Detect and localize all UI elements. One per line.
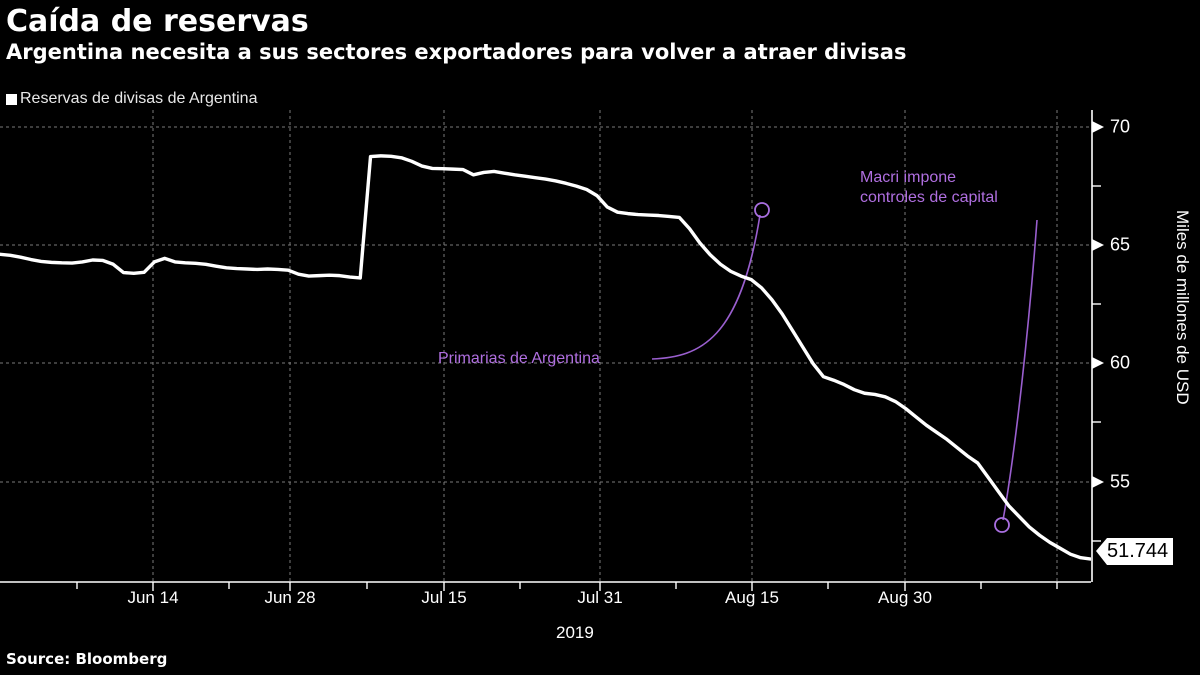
- legend-swatch-icon: [6, 93, 17, 105]
- legend-item-label: Reservas de divisas de Argentina: [20, 90, 258, 107]
- callout-value: 51.744: [1107, 538, 1174, 565]
- annotation-primarias-label: Primarias de Argentina: [438, 350, 600, 367]
- y-axis-title: Miles de millones de USD: [1173, 210, 1192, 405]
- page-subtitle: Argentina necesita a sus sectores export…: [6, 40, 907, 64]
- chart-header: Caída de reservas Argentina necesita a s…: [0, 0, 1200, 65]
- source-attribution: Source: Bloomberg: [6, 650, 168, 668]
- ytick-label-60: 60: [1110, 352, 1131, 373]
- ytick-label-70: 70: [1110, 116, 1131, 137]
- grid-vertical: [152, 110, 1058, 582]
- page-title: Caída de reservas: [6, 4, 309, 39]
- ytick-label-65: 65: [1110, 234, 1131, 255]
- xtick-label-1: Jun 28: [264, 588, 316, 607]
- xtick-label-3: Jul 31: [577, 588, 623, 607]
- xtick-label-5: Aug 30: [878, 588, 932, 607]
- annotation-macri-line2: controles de capital: [860, 189, 998, 206]
- annotation-connector-primarias: [651, 202, 770, 360]
- plot-area: Jun 14 Jun 28 Jul 15 Jul 31 Aug 15 Aug 3…: [0, 110, 1200, 607]
- xtick-label-4: Aug 15: [725, 588, 779, 607]
- grid-horizontal: [0, 126, 1091, 483]
- series-reservas-line: [0, 154, 1091, 561]
- annotation-connector-macri: [994, 219, 1038, 533]
- xtick-label-2: Jul 15: [421, 588, 467, 607]
- status-badge-final-value: 51.744: [1096, 538, 1174, 565]
- chart-canvas: [0, 110, 1104, 591]
- annotation-macri-label: Macri impone controles de capital: [860, 168, 998, 208]
- chart-legend: Reservas de divisas de Argentina: [6, 89, 257, 109]
- ytick-label-55: 55: [1110, 471, 1131, 492]
- callout-arrow-icon: [1096, 538, 1107, 565]
- x-axis-title: 2019: [556, 623, 594, 642]
- xtick-label-0: Jun 14: [127, 588, 179, 607]
- annotation-macri-line1: Macri impone: [860, 169, 957, 186]
- x-axis: [0, 581, 1091, 591]
- y-axis: [1091, 110, 1104, 582]
